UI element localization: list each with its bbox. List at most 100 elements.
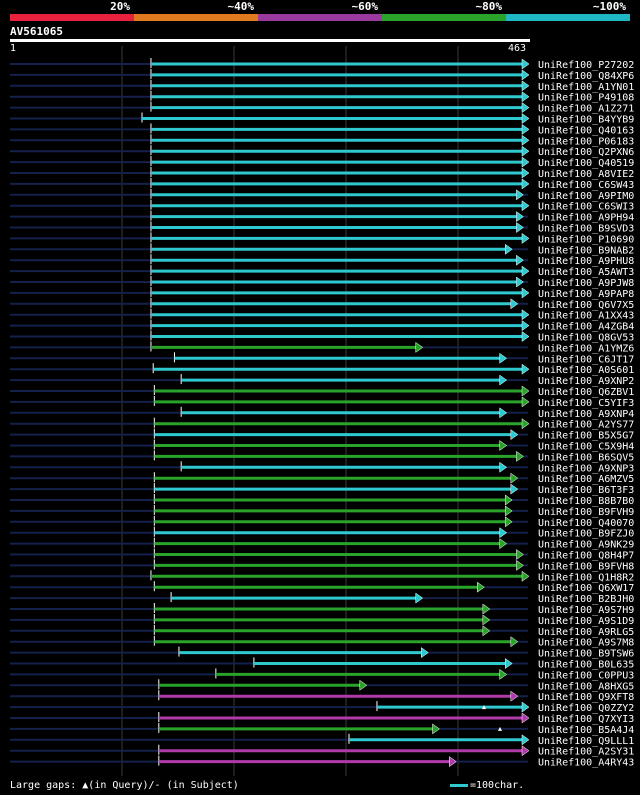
hit-label: UniRef100_Q1H8R2 bbox=[538, 572, 634, 583]
hit-arrow bbox=[499, 374, 508, 386]
hit-label: UniRef100_Q40163 bbox=[538, 125, 634, 136]
hit-arrow bbox=[504, 516, 513, 528]
hit-label: UniRef100_A9S7M8 bbox=[538, 638, 634, 649]
identity-swatch bbox=[258, 14, 382, 21]
query-id: AV561065 bbox=[10, 25, 63, 38]
hit-label: UniRef100_B9FVH8 bbox=[538, 561, 634, 572]
query-gap-marker bbox=[482, 705, 486, 710]
hit-label: UniRef100_Q7XYI3 bbox=[538, 714, 634, 725]
scale-label: =100char. bbox=[470, 780, 525, 791]
hit-arrow bbox=[499, 440, 508, 451]
identity-swatch bbox=[506, 14, 630, 21]
query-ruler bbox=[10, 39, 530, 42]
identity-label: ~60% bbox=[351, 0, 379, 13]
hit-arrow bbox=[499, 668, 508, 680]
hit-label: UniRef100_Q0ZZY2 bbox=[538, 703, 634, 714]
hit-label: UniRef100_A2YS77 bbox=[538, 420, 634, 431]
query-start-tick: 1 bbox=[10, 43, 17, 54]
hit-label: UniRef100_A9NK29 bbox=[538, 540, 634, 551]
scale-swatch bbox=[450, 783, 468, 787]
hit-arrow bbox=[516, 211, 524, 223]
hit-arrow bbox=[521, 385, 530, 397]
hit-arrow bbox=[521, 396, 530, 408]
hit-arrow bbox=[504, 243, 513, 255]
hit-arrow bbox=[521, 320, 530, 332]
hit-arrow bbox=[482, 603, 491, 615]
hit-label: UniRef100_Q2PXN6 bbox=[538, 147, 634, 158]
hit-arrow bbox=[510, 472, 519, 484]
hit-arrow bbox=[521, 58, 530, 70]
hit-label: UniRef100_Q9XFT8 bbox=[538, 692, 634, 703]
hit-label: UniRef100_A1YN01 bbox=[538, 82, 634, 93]
hit-arrow bbox=[516, 559, 524, 571]
hit-label: UniRef100_Q84XP6 bbox=[538, 71, 634, 82]
hit-arrow bbox=[516, 222, 524, 233]
hit-label: UniRef100_B9NAB2 bbox=[538, 245, 634, 256]
hit-arrow bbox=[504, 494, 513, 506]
hit-label: UniRef100_A1YMZ6 bbox=[538, 343, 634, 354]
hit-arrow bbox=[521, 91, 530, 103]
hit-label: UniRef100_B5A4J4 bbox=[538, 725, 634, 736]
hit-label: UniRef100_A9PH94 bbox=[538, 213, 634, 224]
hit-arrow bbox=[516, 450, 524, 462]
hit-arrow bbox=[499, 352, 508, 364]
hit-label: UniRef100_P06183 bbox=[538, 136, 634, 147]
hit-arrow bbox=[359, 679, 368, 691]
hit-label: UniRef100_A4RY43 bbox=[538, 758, 634, 769]
identity-swatch bbox=[134, 14, 258, 21]
hit-arrow bbox=[521, 178, 530, 190]
query-end-tick: 463 bbox=[508, 43, 527, 54]
scale-legend: =100char. bbox=[450, 780, 524, 791]
hit-label: UniRef100_Q6ZBV1 bbox=[538, 387, 634, 398]
identity-label: ~40% bbox=[227, 0, 255, 13]
hit-label: UniRef100_B9SVD3 bbox=[538, 224, 634, 235]
gap-legend-query: (in Query)/ bbox=[88, 780, 155, 791]
hit-label: UniRef100_P27202 bbox=[538, 60, 634, 71]
hit-label: UniRef100_C5YIF3 bbox=[538, 398, 634, 409]
hit-label: UniRef100_Q8H4P7 bbox=[538, 551, 634, 562]
hit-arrow bbox=[521, 734, 530, 746]
gap-legend-prefix: Large gaps: bbox=[10, 780, 77, 791]
hit-label: UniRef100_B6SQV5 bbox=[538, 452, 634, 463]
hit-arrow bbox=[521, 200, 530, 212]
hit-label: UniRef100_A5AWT3 bbox=[538, 267, 634, 278]
hit-arrow bbox=[510, 298, 519, 310]
hit-label: UniRef100_A0S601 bbox=[538, 365, 634, 376]
hit-label: UniRef100_C6SWI3 bbox=[538, 202, 634, 213]
gap-legend-subject: (in Subject) bbox=[160, 780, 239, 791]
hit-arrow bbox=[521, 712, 530, 724]
gap-legend: Large gaps: ▲(in Query)/- (in Subject) bbox=[10, 780, 239, 791]
hit-arrow bbox=[516, 276, 524, 288]
hit-label: UniRef100_A6MZV5 bbox=[538, 474, 634, 485]
hit-label: UniRef100_B9TSW6 bbox=[538, 649, 634, 660]
hit-label: UniRef100_B5X5G7 bbox=[538, 431, 634, 442]
hit-label: UniRef100_Q6XW17 bbox=[538, 583, 634, 594]
hit-arrow bbox=[499, 407, 508, 419]
hit-label: UniRef100_B9FZJ0 bbox=[538, 529, 634, 540]
hit-label: UniRef100_A9PAP8 bbox=[538, 289, 634, 300]
query-gap-marker bbox=[498, 726, 502, 731]
hit-arrow bbox=[449, 756, 457, 768]
hit-label: UniRef100_B4YYB9 bbox=[538, 115, 634, 126]
hit-label: UniRef100_B8B7B0 bbox=[538, 496, 634, 507]
hit-arrow bbox=[521, 69, 530, 81]
hit-arrow bbox=[516, 549, 524, 560]
hit-arrow bbox=[521, 113, 530, 124]
hit-arrow bbox=[482, 625, 491, 637]
hit-arrow bbox=[521, 167, 530, 179]
hit-label: UniRef100_A9PIM0 bbox=[538, 191, 634, 202]
hit-label: UniRef100_P49108 bbox=[538, 93, 634, 104]
hit-label: UniRef100_C6JT17 bbox=[538, 354, 634, 365]
hit-arrow bbox=[516, 189, 524, 201]
hit-arrow bbox=[521, 265, 530, 277]
hit-arrow bbox=[432, 723, 440, 735]
subject-gap-icon: - bbox=[154, 780, 161, 791]
hit-arrow bbox=[499, 461, 508, 473]
hit-label: UniRef100_A1Z271 bbox=[538, 104, 634, 115]
hit-arrow bbox=[521, 145, 530, 157]
hit-arrow bbox=[521, 363, 530, 375]
hit-arrow bbox=[504, 505, 513, 517]
hit-arrow bbox=[504, 658, 513, 669]
hit-arrow bbox=[521, 331, 530, 342]
